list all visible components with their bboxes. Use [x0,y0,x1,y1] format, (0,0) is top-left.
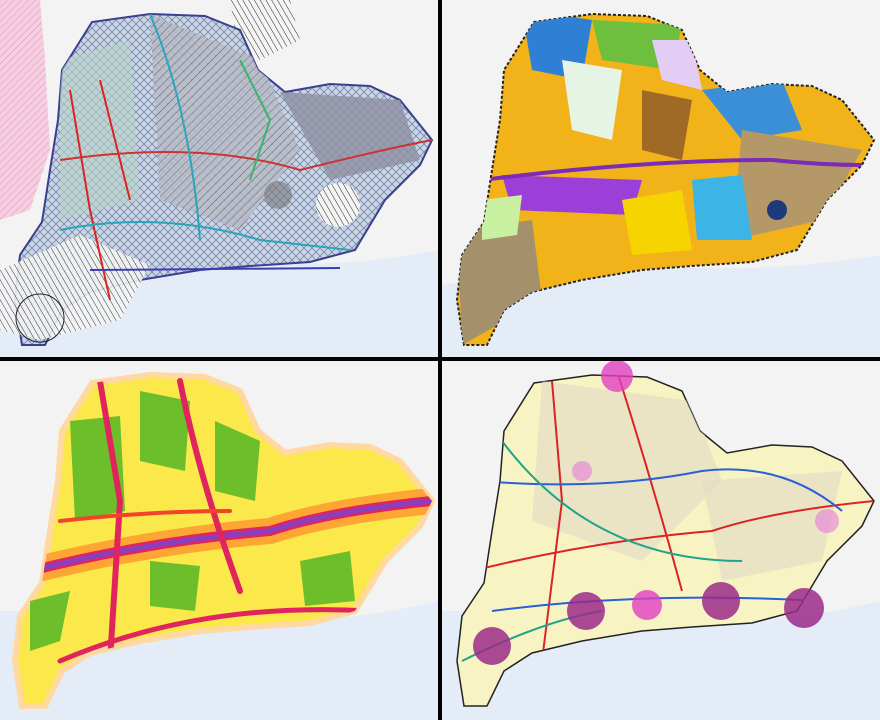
zone [150,561,200,611]
corridor [97,378,124,664]
zone [316,183,360,227]
zone [652,40,702,90]
panel-network [442,360,880,720]
zone [502,175,642,215]
hub [601,360,633,392]
zone [622,190,692,255]
route [149,13,201,241]
route [59,221,351,251]
zone [642,90,692,160]
route [89,267,341,271]
panel-heatmap [0,361,438,720]
panel-constraints [0,0,438,357]
zone [140,391,190,471]
corridor [177,378,243,594]
route [59,139,433,172]
zone [702,471,842,581]
zone [215,421,260,501]
hub [702,582,740,620]
hub [572,461,592,481]
route [99,79,131,201]
panel-landuse [442,0,880,357]
route [501,440,743,562]
zone [732,130,862,240]
hub [567,592,605,630]
corridor [27,498,432,574]
divider [0,357,880,361]
corridors [17,378,432,664]
hub [473,627,511,665]
corridor [57,607,373,664]
zone [562,60,622,140]
zone [280,92,420,180]
zone [692,175,752,240]
corridor [58,509,232,523]
zone [457,220,542,345]
route [239,59,272,181]
routes [59,13,433,301]
zone [482,195,522,240]
zone [702,80,802,140]
zone [767,200,787,220]
route [481,468,843,512]
zone [300,551,355,606]
zone [0,0,50,220]
route [541,380,564,662]
zone [60,40,140,220]
hub [815,509,839,533]
zone [30,591,70,651]
zone [264,181,292,209]
zone [15,293,65,343]
route [616,375,683,592]
zone [0,235,150,340]
route [481,157,863,182]
hubs [473,360,839,665]
hub [784,588,824,628]
route [471,500,874,572]
hub [632,590,662,620]
